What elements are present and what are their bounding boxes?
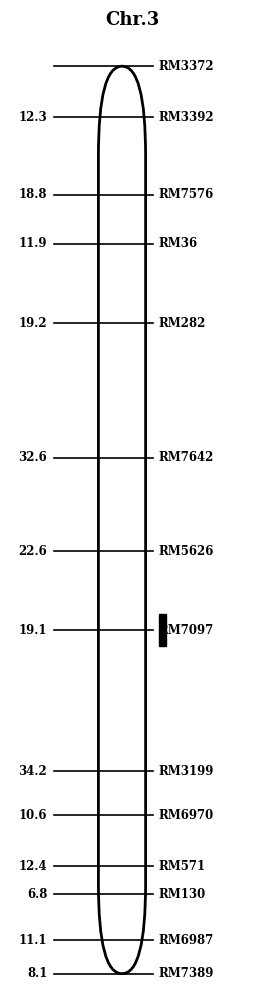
Text: 22.6: 22.6 bbox=[19, 545, 47, 558]
Text: Chr.3: Chr.3 bbox=[105, 11, 160, 29]
Text: RM3392: RM3392 bbox=[159, 111, 214, 124]
Bar bbox=[159, 614, 166, 646]
Text: 12.3: 12.3 bbox=[19, 111, 47, 124]
Text: 8.1: 8.1 bbox=[27, 967, 47, 980]
Text: RM7097: RM7097 bbox=[159, 624, 214, 637]
Text: RM282: RM282 bbox=[159, 317, 206, 330]
FancyBboxPatch shape bbox=[98, 66, 145, 974]
Text: RM571: RM571 bbox=[159, 860, 206, 873]
Text: 34.2: 34.2 bbox=[19, 765, 47, 778]
Text: RM3199: RM3199 bbox=[159, 765, 214, 778]
Text: 12.4: 12.4 bbox=[19, 860, 47, 873]
Text: RM5626: RM5626 bbox=[159, 545, 214, 558]
Text: 18.8: 18.8 bbox=[19, 188, 47, 201]
Text: RM6970: RM6970 bbox=[159, 809, 214, 822]
Text: RM7389: RM7389 bbox=[159, 967, 214, 980]
Text: RM7576: RM7576 bbox=[159, 188, 214, 201]
Text: RM3372: RM3372 bbox=[159, 60, 214, 73]
Text: RM36: RM36 bbox=[159, 237, 198, 250]
Text: RM7642: RM7642 bbox=[159, 451, 214, 464]
Text: RM6987: RM6987 bbox=[159, 934, 214, 947]
Text: 6.8: 6.8 bbox=[27, 888, 47, 901]
Text: RM130: RM130 bbox=[159, 888, 206, 901]
Text: 32.6: 32.6 bbox=[19, 451, 47, 464]
Text: 10.6: 10.6 bbox=[19, 809, 47, 822]
Text: 11.9: 11.9 bbox=[19, 237, 47, 250]
Text: 19.2: 19.2 bbox=[19, 317, 47, 330]
Text: 11.1: 11.1 bbox=[19, 934, 47, 947]
Text: 19.1: 19.1 bbox=[19, 624, 47, 637]
